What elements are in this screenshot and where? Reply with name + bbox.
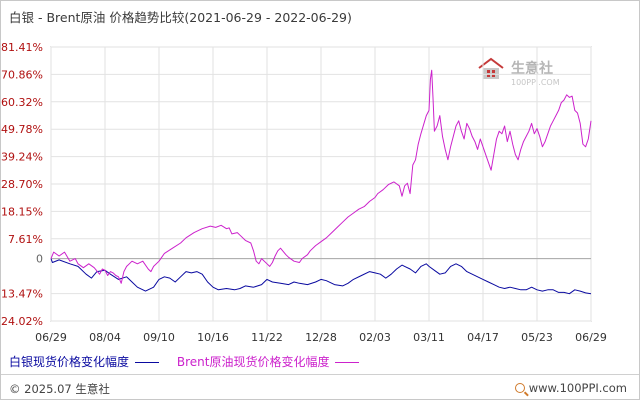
x-tick-label: 11/22 <box>251 331 283 344</box>
x-tick-label: 06/29 <box>575 331 607 344</box>
legend-swatch-brent <box>335 362 360 363</box>
legend-item-brent: Brent原油现货价格变化幅度 <box>177 353 360 370</box>
x-tick-label: 02/03 <box>359 331 391 344</box>
y-tick-label: 39.24% <box>1 151 43 164</box>
y-tick-label: -24.02% <box>1 315 43 328</box>
watermark-brand: 生意社 <box>511 60 553 77</box>
y-tick-label: -13.47% <box>1 288 43 301</box>
series-line-silver <box>50 258 592 295</box>
legend-item-silver: 白银现货价格变化幅度 <box>9 353 160 370</box>
x-tick-label: 10/16 <box>197 331 229 344</box>
x-tick-label: 05/23 <box>521 331 553 344</box>
y-tick-label: 28.70% <box>1 178 43 191</box>
y-tick-label: 70.86% <box>1 68 43 81</box>
y-tick-label: 49.78% <box>1 123 43 136</box>
footer-site-link[interactable]: www.100PPI.com <box>514 381 627 395</box>
axes: 81.41% 70.86% 60.32% 49.78% 39.24% 28.70% 18.1… <box>1 41 607 344</box>
legend-label-brent: Brent原油现货价格变化幅度 <box>176 355 330 369</box>
x-tick-label: 09/10 <box>143 331 175 344</box>
y-tick-label: 60.32% <box>1 96 43 109</box>
x-tick-label: 03/11 <box>413 331 445 344</box>
x-tick-label: 04/17 <box>467 331 499 344</box>
y-tick-label: 81.41% <box>1 41 43 54</box>
series-group <box>50 69 592 295</box>
series-line-brent <box>50 69 592 284</box>
copyright-text: © 2025.07 生意社 <box>9 382 110 396</box>
footer: © 2025.07 生意社 www.100PPI.com <box>1 374 639 400</box>
legend-swatch-silver <box>135 362 160 363</box>
search-icon <box>514 383 525 393</box>
y-tick-label: 0 <box>36 253 43 266</box>
x-tick-label: 12/28 <box>305 331 337 344</box>
x-tick-label: 06/29 <box>35 331 67 344</box>
legend-label-silver: 白银现货价格变化幅度 <box>9 355 130 369</box>
watermark-site: 100PPI.COM <box>511 78 560 87</box>
chart-title: 白银 - Brent原油 价格趋势比较(2021-06-29 - 2022-06… <box>9 10 352 25</box>
chart-svg: 生意社 100PPI.COM 81.41% 70.86% 60.32% 49.78% 3… <box>1 41 607 344</box>
y-tick-label: 7.61% <box>8 233 43 246</box>
legend: 白银现货价格变化幅度 Brent原油现货价格变化幅度 <box>9 353 373 370</box>
footer-site-text: www.100PPI.com <box>528 381 627 395</box>
grid <box>50 46 592 322</box>
y-tick-label: 18.15% <box>1 205 43 218</box>
x-tick-label: 08/04 <box>89 331 121 344</box>
watermark-logo: 生意社 100PPI.COM <box>478 57 560 87</box>
